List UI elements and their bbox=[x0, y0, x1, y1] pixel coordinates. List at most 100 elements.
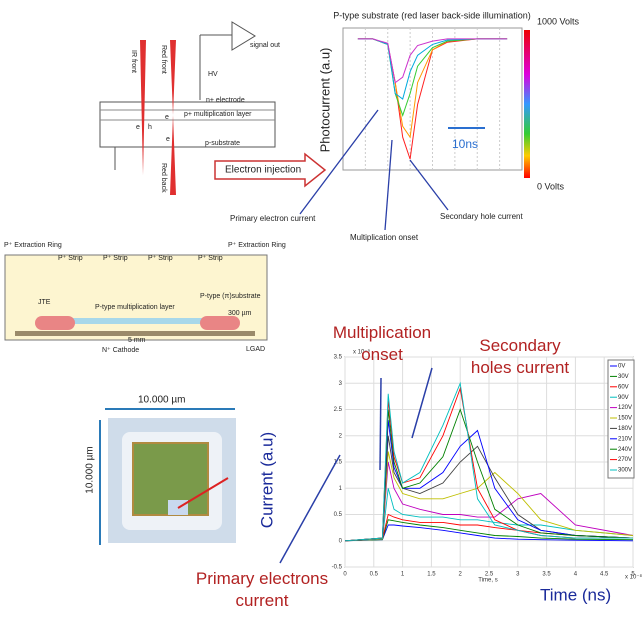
line bbox=[344, 513, 634, 542]
x-axis-label: Time, s bbox=[478, 578, 497, 584]
label: IR front bbox=[130, 50, 137, 73]
label: JTE bbox=[38, 299, 51, 306]
label: 10.000 µm bbox=[85, 446, 96, 493]
y-tick-label: 2.5 bbox=[334, 407, 343, 413]
label: h bbox=[148, 124, 152, 131]
label: e bbox=[136, 124, 140, 131]
label: P⁺ Extraction Ring bbox=[228, 242, 286, 249]
annotation-arrow bbox=[411, 367, 433, 439]
scale-label: 10ns bbox=[452, 137, 478, 151]
legend-label: 0V bbox=[618, 364, 625, 370]
y-axis-label: Current (a.u) bbox=[257, 432, 276, 528]
x-tick-label: 3 bbox=[516, 572, 520, 578]
annotation-arrow bbox=[384, 139, 393, 231]
label: Red front bbox=[160, 45, 167, 74]
x-tick-label: 2 bbox=[459, 572, 463, 578]
annotation-arrow bbox=[379, 377, 382, 471]
amplifier bbox=[231, 21, 256, 51]
annotation: Secondary hole current bbox=[440, 212, 523, 221]
detector-body bbox=[99, 101, 276, 148]
legend-label: 30V bbox=[618, 374, 629, 380]
line bbox=[344, 408, 634, 542]
label: P-type (π)substrate bbox=[200, 293, 261, 300]
label: P⁺ Extraction Ring bbox=[4, 242, 62, 249]
line bbox=[357, 38, 508, 84]
laser-beam bbox=[170, 115, 176, 195]
x-tick-label: 2.5 bbox=[485, 572, 494, 578]
label: N⁺ Cathode bbox=[102, 347, 139, 354]
y-axis-label: Photocurrent (a.u) bbox=[317, 48, 332, 153]
line bbox=[344, 519, 634, 542]
label: P-type multiplication layer bbox=[95, 304, 175, 311]
annotation-arrow bbox=[299, 109, 379, 215]
arrow bbox=[214, 152, 327, 188]
line bbox=[344, 461, 634, 542]
colorbar-label: 1000 Volts bbox=[537, 16, 580, 26]
y-tick-label: 3 bbox=[339, 381, 343, 387]
jte bbox=[35, 316, 75, 330]
legend-label: 240V bbox=[618, 447, 632, 453]
label: P⁺ Strip bbox=[198, 255, 223, 262]
detector-schematic: IR front Red front Red back signal out H… bbox=[99, 21, 327, 195]
x-tick-label: 0 bbox=[343, 572, 347, 578]
annotation: Primary electron current bbox=[230, 214, 316, 223]
y-tick-label: 1.5 bbox=[334, 460, 343, 466]
chart-title: P-type substrate (red laser back-side il… bbox=[333, 10, 531, 20]
x-tick-label: 5 bbox=[631, 572, 635, 578]
x-exponent: x 10⁻⁸ bbox=[625, 574, 643, 581]
annotation: Multiplication onset bbox=[350, 233, 419, 242]
laser-beam bbox=[170, 40, 176, 115]
label: signal out bbox=[250, 42, 280, 49]
colorbar bbox=[524, 30, 530, 178]
lgad-cross-section: P⁺ Extraction Ring P⁺ Extraction Ring P⁺… bbox=[4, 242, 286, 354]
label: LGAD bbox=[246, 346, 265, 353]
label: e bbox=[165, 114, 169, 121]
y-exponent: x 10⁻⁹ bbox=[353, 349, 371, 356]
legend-label: 120V bbox=[618, 405, 632, 411]
line bbox=[344, 488, 634, 542]
legend-label: 60V bbox=[618, 384, 629, 390]
legend bbox=[607, 359, 635, 479]
x-tick-label: 4 bbox=[574, 572, 578, 578]
x-tick-label: 1.5 bbox=[427, 572, 436, 578]
pointer bbox=[177, 477, 229, 509]
jte bbox=[200, 316, 240, 330]
label: n+ electrode bbox=[206, 97, 245, 104]
label: Electron injection bbox=[225, 165, 301, 176]
x-tick-label: 0.5 bbox=[370, 572, 379, 578]
line bbox=[344, 451, 634, 542]
annotation-arrow bbox=[409, 159, 449, 211]
y-tick-label: 0 bbox=[339, 538, 343, 544]
label: P⁺ Strip bbox=[148, 255, 173, 262]
multiplication-layer bbox=[45, 318, 225, 324]
x-tick-label: 4.5 bbox=[600, 572, 609, 578]
label: 10.000 µm bbox=[138, 395, 185, 406]
line bbox=[344, 419, 634, 542]
label: P⁺ Strip bbox=[58, 255, 83, 262]
label: p+ multiplication layer bbox=[184, 111, 252, 118]
legend-label: 180V bbox=[618, 426, 632, 432]
legend-label: 270V bbox=[618, 457, 632, 463]
y-tick-label: 2 bbox=[339, 433, 343, 439]
label: p-substrate bbox=[205, 140, 240, 147]
label: 300 µm bbox=[228, 310, 252, 317]
annotation: Multiplication onset bbox=[333, 323, 431, 364]
cathode bbox=[15, 331, 255, 336]
annotation: Secondary holes current bbox=[471, 336, 570, 377]
label: Red back bbox=[160, 163, 167, 193]
label: P⁺ Strip bbox=[103, 255, 128, 262]
x-tick-label: 1 bbox=[401, 572, 405, 578]
y-tick-label: 3.5 bbox=[334, 355, 343, 361]
y-tick-label: 0.5 bbox=[334, 512, 343, 518]
annotation-arrow bbox=[279, 454, 341, 564]
legend-label: 210V bbox=[618, 436, 632, 442]
annotation: Primary electrons current bbox=[196, 569, 328, 610]
laser-beam bbox=[140, 40, 146, 175]
label: 5 mm bbox=[128, 337, 146, 344]
legend-label: 300V bbox=[618, 468, 632, 474]
legend-label: 150V bbox=[618, 416, 632, 422]
label: e bbox=[166, 136, 170, 143]
line bbox=[344, 435, 634, 542]
time-label: Time (ns) bbox=[540, 585, 611, 604]
